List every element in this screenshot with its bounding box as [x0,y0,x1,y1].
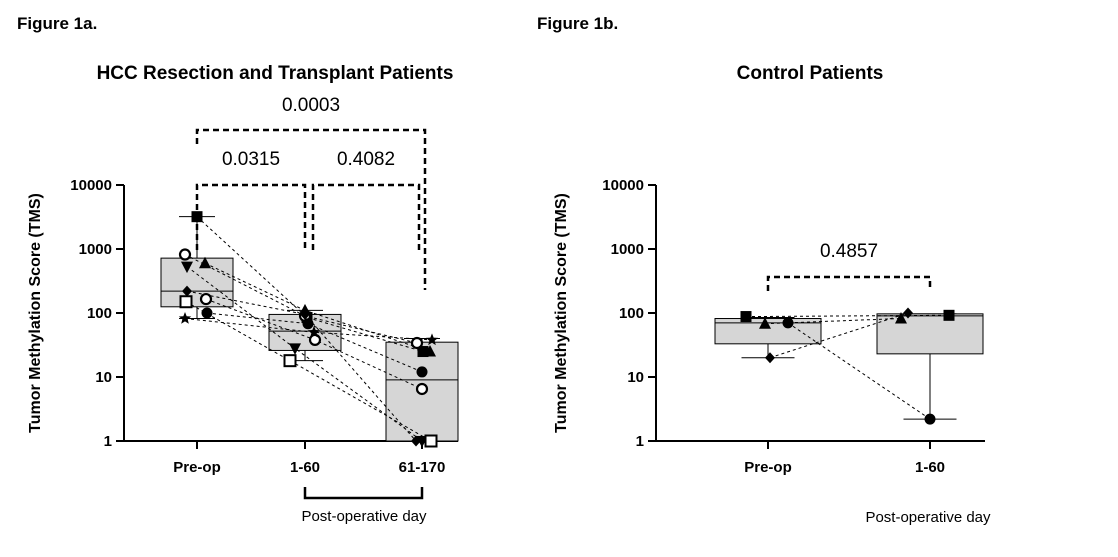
box-Pre-op [160,257,234,308]
patient-line [787,322,931,420]
p-value-label: 0.0003 [282,95,340,116]
x-tick-label: Pre-op [173,459,221,476]
y-tick-label: 1 [104,433,112,450]
data-point-star [178,312,192,324]
data-point-circle-open [410,336,424,350]
data-point-diamond [182,285,192,297]
y-tick-label: 100 [87,305,112,322]
patient-line [196,216,424,352]
x-tick-label: 1-60 [290,459,320,476]
data-point-circle-filled [924,413,936,425]
box-Pre-op [714,318,822,345]
significance-bracket [766,275,932,291]
data-point-diamond [300,308,310,320]
p-value-label: 0.4082 [337,149,395,170]
data-point-star [307,325,321,338]
y-axis-label-b: Tumor Methylation Score (TMS) [553,193,570,433]
patient-line [769,312,909,359]
chart-panel-a: 1 10 100 1000 10000 Pre-op 1-60 61-170 0.0315 0.4… [70,95,459,500]
p-value-label: 0.4857 [820,241,878,262]
post-op-bracket [303,487,424,500]
chart-title-b: Control Patients [737,63,884,84]
data-point-triangle-up [424,345,436,357]
data-point-triangle-down [181,261,193,274]
data-point-square-open [179,295,193,309]
data-point-square-filled [943,309,955,321]
x-tick-label: 61-170 [399,459,446,476]
data-point-circle-open [199,292,213,306]
data-point-circle-filled [201,307,213,319]
significance-bracket [195,128,427,290]
p-value-label: 0.0315 [222,149,280,170]
data-point-circle-filled [416,366,428,378]
y-tick-label: 100 [619,305,644,322]
data-point-diamond [411,435,421,447]
y-axis-label-a: Tumor Methylation Score (TMS) [27,193,44,433]
data-point-diamond [765,352,775,364]
panel-label-a: Figure 1a. [17,14,97,33]
data-point-triangle-up [199,256,211,269]
patient-line [186,266,423,442]
patient-line [764,318,902,325]
x-axis-label-a: Post-operative day [301,508,427,525]
y-tick-label: 1000 [611,241,644,258]
data-point-square-open [424,434,438,448]
chart-panel-b: 1 10 100 1000 10000 Pre-op 1-60 0.4857 [602,177,985,476]
significance-bracket [195,183,307,250]
data-point-triangle-down [289,343,301,355]
y-tick-label: 1 [636,433,644,450]
data-point-circle-filled [782,317,794,329]
patient-line [745,314,950,318]
data-point-square-open [283,354,297,368]
x-tick-label: 1-60 [915,459,945,476]
y-tick-label: 10000 [602,177,644,194]
data-point-circle-open [415,382,429,396]
data-point-triangle-up [895,312,907,324]
y-tick-label: 10 [95,369,112,386]
x-tick-label: Pre-op [744,459,792,476]
chart-title-a: HCC Resection and Transplant Patients [97,63,454,84]
y-tick-label: 10000 [70,177,112,194]
y-tick-label: 1000 [79,241,112,258]
data-point-circle-open [178,248,192,261]
box-1-60 [876,313,984,355]
patient-line [184,318,433,341]
data-point-square-filled [740,311,752,323]
x-axis-label-b: Post-operative day [865,509,991,526]
data-point-star [425,333,439,346]
panel-label-b: Figure 1b. [537,14,618,33]
y-tick-label: 10 [627,369,644,386]
data-point-diamond [903,307,913,319]
data-point-triangle-up [759,317,771,329]
data-point-circle-filled [302,318,314,330]
significance-bracket [311,183,421,250]
data-point-square-filled [417,346,429,358]
